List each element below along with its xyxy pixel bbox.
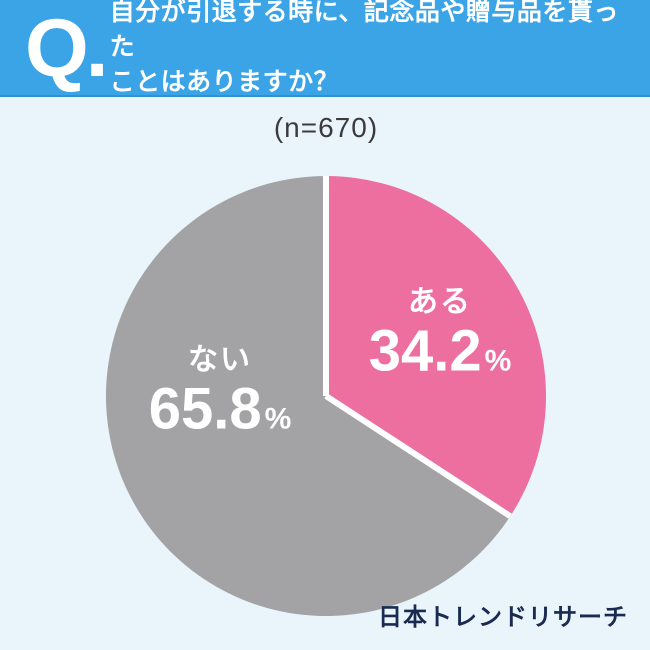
percent-sign: % <box>484 344 512 378</box>
slice-value: 65.8% <box>148 376 292 442</box>
sample-size: (n=670) <box>273 112 379 143</box>
slice-label: ある <box>407 285 472 319</box>
q-logo: Q. <box>25 2 109 94</box>
slice-value: 34.2% <box>368 318 512 384</box>
pie-slice-1 <box>105 176 511 616</box>
slice-divider <box>324 393 512 519</box>
question-line-2: ことはありますか？ <box>109 68 340 96</box>
question-line-1: 自分が引退する時に、記念品や贈与品を貰った <box>109 0 619 61</box>
brand-logo: 日本トレンドリサーチ <box>378 604 628 631</box>
slice-callout-no: ない 65.8% <box>149 343 292 456</box>
question-header: Q. 自分が引退する時に、記念品や贈与品を貰った ことはありますか？ <box>0 0 650 97</box>
slice-callout-yes: ある 34.2% <box>369 285 512 398</box>
question-text: 自分が引退する時に、記念品や贈与品を貰った ことはありますか？ <box>110 0 632 100</box>
slice-label: ない <box>187 343 252 377</box>
percent-sign: % <box>264 402 292 436</box>
